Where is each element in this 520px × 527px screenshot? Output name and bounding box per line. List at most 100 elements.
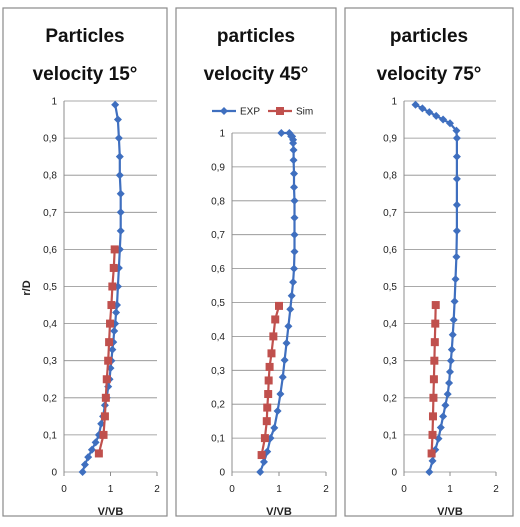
data-point-exp <box>290 169 299 178</box>
data-point-exp <box>80 460 89 469</box>
data-point-sim <box>430 356 439 365</box>
data-point-exp <box>116 226 125 235</box>
y-tick-label: 0 <box>51 468 57 479</box>
data-point-sim <box>110 245 119 254</box>
data-point-sim <box>264 376 273 385</box>
y-tick-label: 0,1 <box>43 430 57 441</box>
chart-title-line-2: velocity 45° <box>204 64 309 85</box>
data-point-exp <box>116 208 125 217</box>
data-point-sim <box>102 375 111 384</box>
data-point-exp <box>289 145 298 154</box>
data-point-sim <box>430 338 439 347</box>
panel-frame <box>2 7 168 517</box>
data-point-sim <box>428 412 437 421</box>
data-point-sim <box>275 301 283 310</box>
data-point-exp <box>110 327 119 336</box>
data-point-exp <box>452 226 461 235</box>
y-tick-label: 0 <box>391 468 397 479</box>
data-point-exp <box>452 252 461 261</box>
data-point-sim <box>109 263 118 272</box>
data-point-sim <box>107 301 116 310</box>
y-tick-label: 0,4 <box>211 332 225 343</box>
data-point-sim <box>429 393 438 402</box>
data-point-sim <box>431 301 440 310</box>
data-point-exp <box>78 468 87 476</box>
series-sim <box>257 301 283 460</box>
y-tick-label: 0,5 <box>383 282 397 293</box>
x-tick-label: 2 <box>323 484 329 495</box>
data-point-exp <box>116 189 125 198</box>
y-tick-label: 1 <box>219 129 225 140</box>
y-tick-label: 0,6 <box>383 245 397 256</box>
chart-title-line-2: velocity 15° <box>33 64 138 85</box>
x-axis-title: V/VB <box>437 506 463 518</box>
data-point-exp <box>114 134 123 143</box>
data-point-exp <box>425 468 434 476</box>
data-point-exp <box>428 456 437 465</box>
y-tick-label: 0,5 <box>43 282 57 293</box>
y-tick-label: 0,2 <box>43 393 57 404</box>
data-point-sim <box>94 449 103 458</box>
y-tick-label: 0,4 <box>383 319 397 330</box>
data-point-exp <box>280 356 289 365</box>
legend-marker-exp <box>220 107 228 115</box>
data-point-exp <box>87 445 96 454</box>
chart-title-line-1: particles <box>390 26 468 47</box>
data-point-exp <box>278 373 287 382</box>
data-point-exp <box>290 183 299 192</box>
y-tick-label: 0,4 <box>43 319 57 330</box>
series-exp <box>256 129 299 476</box>
data-point-exp <box>84 453 93 462</box>
data-point-exp <box>446 356 455 365</box>
data-point-sim <box>105 338 114 347</box>
data-point-sim <box>265 362 274 371</box>
data-point-sim <box>431 319 440 328</box>
data-point-exp <box>290 213 299 222</box>
data-point-exp <box>451 275 460 284</box>
data-point-sim <box>99 430 108 439</box>
chart-panel-2: particles velocity 45° 0 0,1 0,2 0,3 0,4 0,5 0,6… <box>175 7 337 518</box>
data-point-exp <box>286 305 295 314</box>
data-point-exp <box>449 315 458 324</box>
chart-title-line-1: particles <box>217 26 295 47</box>
data-point-exp <box>439 412 448 421</box>
legend-label-exp: EXP <box>240 107 260 118</box>
data-point-sim <box>269 332 278 341</box>
y-tick-label: 0,2 <box>211 400 225 411</box>
data-point-sim <box>262 417 271 426</box>
y-tick-label: 0,9 <box>211 162 225 173</box>
data-point-exp <box>290 230 299 239</box>
data-point-sim <box>106 319 115 328</box>
data-point-exp <box>418 104 427 113</box>
data-point-exp <box>452 200 461 209</box>
data-point-exp <box>115 171 124 180</box>
data-point-exp <box>290 196 299 205</box>
series-sim <box>427 301 440 458</box>
data-point-exp <box>446 367 454 376</box>
data-point-exp <box>277 129 286 137</box>
chart-panel-3: particles velocity 75° 0 0,1 0,2 0,3 0,4 0,5 0,6… <box>344 7 514 518</box>
legend: EXP Sim <box>212 107 313 118</box>
data-point-exp <box>91 438 100 447</box>
data-point-sim <box>427 449 436 458</box>
y-tick-label: 0,8 <box>383 171 397 182</box>
data-point-sim <box>428 430 437 439</box>
data-point-exp <box>282 339 291 348</box>
data-point-exp <box>289 156 298 165</box>
legend-label-sim: Sim <box>296 107 313 118</box>
data-point-sim <box>263 403 272 412</box>
y-tick-label: 0,7 <box>43 208 57 219</box>
data-point-sim <box>104 356 113 365</box>
data-point-exp <box>290 264 299 273</box>
data-point-sim <box>260 434 269 443</box>
data-point-sim <box>264 390 273 399</box>
data-point-exp <box>108 345 117 354</box>
data-point-exp <box>447 345 456 354</box>
data-point-exp <box>256 468 265 476</box>
data-point-exp <box>445 378 454 387</box>
y-tick-label: 0,3 <box>383 356 397 367</box>
data-point-exp <box>452 126 461 135</box>
x-axis-title: V/VB <box>98 506 124 518</box>
chart-panel-1: Particles velocity 15° 0 0,1 0,2 0,3 0,4 0,5 0,6… <box>2 7 168 518</box>
data-point-exp <box>112 308 121 317</box>
